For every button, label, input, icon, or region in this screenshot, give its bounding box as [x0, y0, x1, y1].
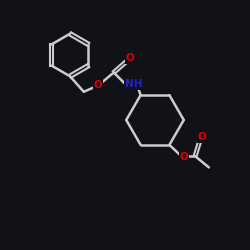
Text: NH: NH [125, 79, 142, 89]
Text: O: O [180, 152, 188, 162]
Text: O: O [125, 53, 134, 63]
Text: O: O [198, 132, 206, 142]
Text: O: O [94, 80, 103, 90]
